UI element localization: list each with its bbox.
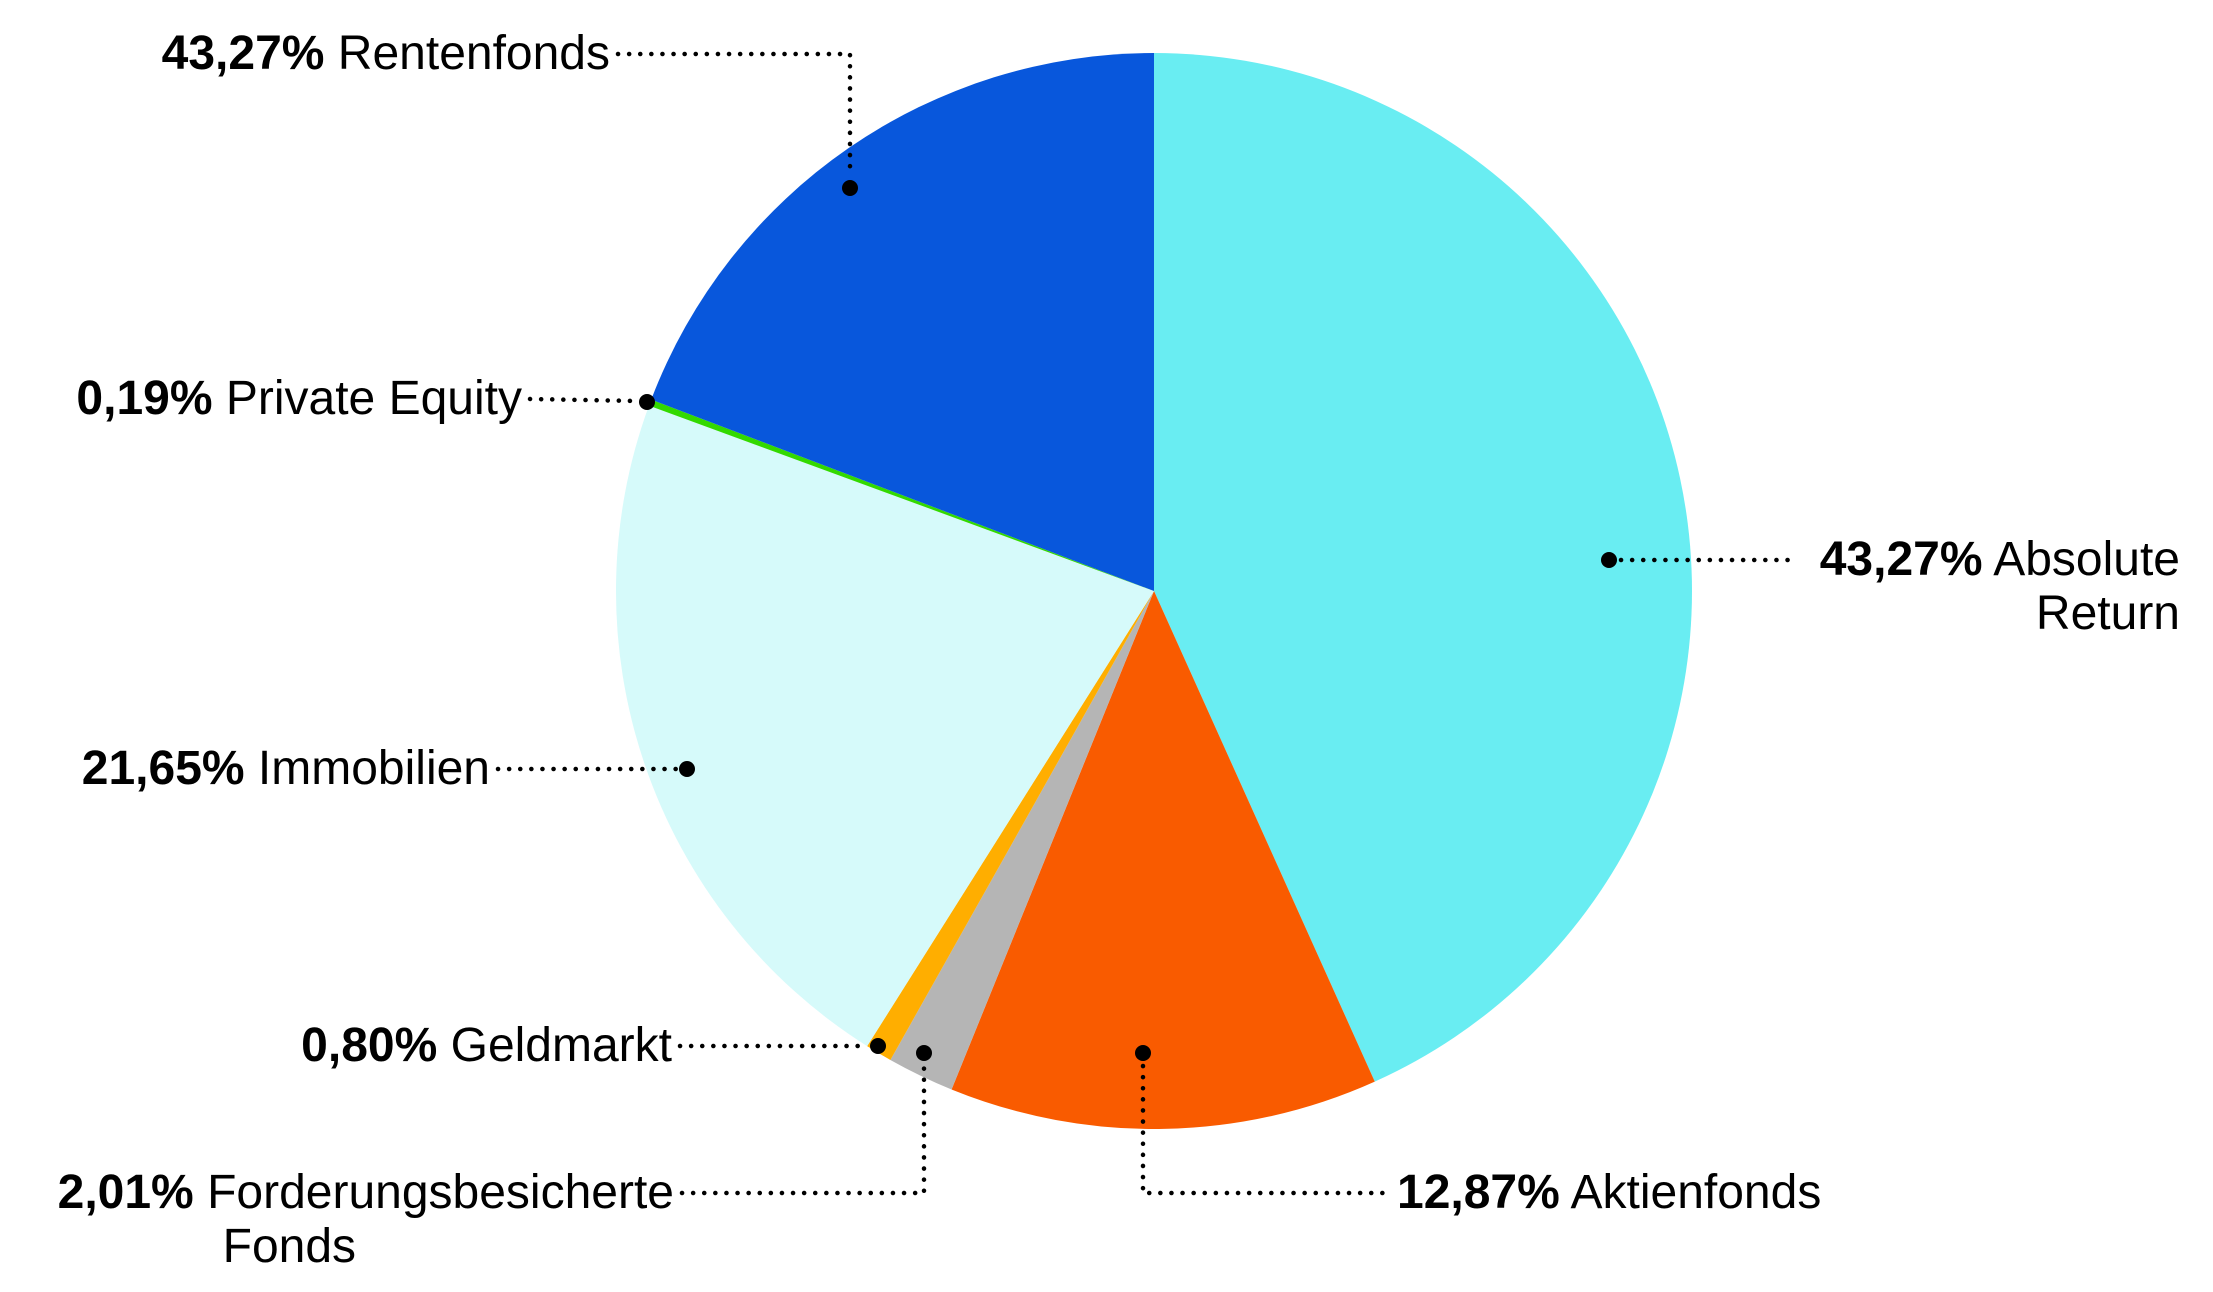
leader-dots-group: [639, 180, 1617, 1061]
leader-line-aktienfonds: [1140, 1063, 1388, 1196]
leader-dot-private-equity: [639, 394, 655, 410]
leader-dot-aktienfonds: [1135, 1045, 1151, 1061]
leader-dot-immobilien: [679, 761, 695, 777]
leader-dot-absolute-return: [1601, 552, 1617, 568]
label-absolute-return-name1: Absolute: [1993, 533, 2180, 586]
leader-line-rentenfonds: [615, 51, 853, 179]
pie-slice-rentenfonds: [651, 53, 1154, 591]
label-absolute-return: 43,27% Absolute Return: [1820, 533, 2180, 641]
label-forderungsbesicherte-fonds-name1: Forderungsbesicherte: [207, 1166, 674, 1219]
pie-slices-group: [615, 53, 1692, 1129]
label-rentenfonds-name: Rentenfonds: [337, 27, 610, 80]
label-geldmarkt-percent: 0,80%: [301, 1019, 438, 1072]
leader-line-private-equity: [527, 396, 639, 404]
label-absolute-return-line1: 43,27% Absolute: [1820, 533, 2180, 587]
label-geldmarkt: 0,80% Geldmarkt: [301, 1019, 672, 1073]
label-absolute-return-percent: 43,27%: [1819, 533, 1983, 586]
label-immobilien: 21,65% Immobilien: [82, 742, 490, 796]
label-immobilien-percent: 21,65%: [81, 742, 245, 795]
pie-slice-absolute-return: [1154, 53, 1692, 1082]
label-absolute-return-name2: Return: [2035, 587, 2180, 640]
label-rentenfonds: 43,27% Rentenfonds: [162, 27, 610, 81]
pie-slice-aktienfonds: [951, 591, 1375, 1129]
pie-slice-geldmarkt: [867, 591, 1154, 1060]
leader-lines-group: [495, 51, 1801, 1196]
label-private-equity-percent: 0,19%: [76, 372, 213, 425]
label-private-equity-name: Private Equity: [225, 372, 522, 425]
label-geldmarkt-name: Geldmarkt: [450, 1019, 672, 1072]
leader-dot-geldmarkt: [870, 1038, 886, 1054]
label-aktienfonds-percent: 12,87%: [1397, 1166, 1560, 1219]
label-forderungsbesicherte-fonds: 2,01% Forderungsbesicherte Fonds: [58, 1166, 674, 1274]
leader-dot-rentenfonds: [842, 180, 858, 196]
label-immobilien-name: Immobilien: [257, 742, 490, 795]
label-private-equity: 0,19% Private Equity: [76, 372, 522, 426]
label-forderungsbesicherte-fonds-percent: 2,01%: [57, 1166, 194, 1219]
label-aktienfonds: 12,87% Aktienfonds: [1397, 1166, 1821, 1220]
pie-slice-immobilien: [615, 405, 1154, 1047]
label-rentenfonds-percent: 43,27%: [161, 27, 325, 80]
label-aktienfonds-name: Aktienfonds: [1570, 1166, 1822, 1219]
pie-slice-forderungsbesicherte-fonds: [890, 591, 1154, 1090]
leader-line-forderungsbesicherte-fonds: [679, 1063, 927, 1196]
leader-dot-forderungsbesicherte-fonds: [916, 1045, 932, 1061]
label-forderungsbesicherte-fonds-line1: 2,01% Forderungsbesicherte: [58, 1166, 674, 1220]
pie-slice-private-equity: [648, 399, 1154, 591]
label-forderungsbesicherte-fonds-name2: Fonds: [222, 1220, 357, 1273]
